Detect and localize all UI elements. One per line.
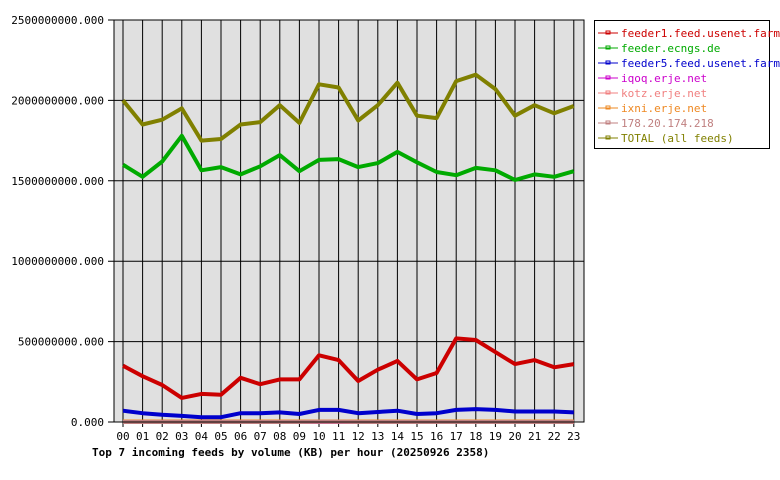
- y-tick-label: 2000000000.000: [11, 94, 104, 107]
- legend-item: iqoq.erje.net: [598, 72, 707, 85]
- x-tick-label: 00: [116, 430, 129, 443]
- x-tick-label: 02: [156, 430, 169, 443]
- legend-box: [594, 20, 770, 149]
- y-tick-label: 1500000000.000: [11, 175, 104, 188]
- legend-label: feeder1.feed.usenet.farm: [621, 27, 780, 40]
- legend-item: TOTAL (all feeds): [598, 132, 734, 145]
- x-tick-label: 16: [430, 430, 443, 443]
- legend-label: kotz.erje.net: [621, 87, 707, 100]
- legend: feeder1.feed.usenet.farm feeder.ecngs.de f…: [594, 20, 780, 149]
- x-tick-label: 11: [332, 430, 345, 443]
- x-tick-label: 06: [234, 430, 247, 443]
- chart-title: Top 7 incoming feeds by volume (KB) per …: [92, 446, 489, 459]
- x-tick-label: 05: [214, 430, 227, 443]
- x-tick-label: 10: [312, 430, 325, 443]
- legend-item: feeder5.feed.usenet.farm: [598, 57, 780, 70]
- x-tick-label: 20: [508, 430, 521, 443]
- y-tick-label: 0.000: [71, 416, 104, 429]
- legend-label: feeder.ecngs.de: [621, 42, 720, 55]
- x-tick-label: 04: [195, 430, 209, 443]
- legend-label: ixni.erje.net: [621, 102, 707, 115]
- legend-label: 178.20.174.218: [621, 117, 714, 130]
- legend-item: ixni.erje.net: [598, 102, 707, 115]
- plot-border: [113, 19, 585, 423]
- x-tick-label: 21: [528, 430, 541, 443]
- x-tick-label: 01: [136, 430, 149, 443]
- x-tick-label: 15: [410, 430, 423, 443]
- x-tick-label: 18: [469, 430, 482, 443]
- x-tick-label: 17: [450, 430, 463, 443]
- legend-item: kotz.erje.net: [598, 87, 707, 100]
- x-tick-label: 09: [293, 430, 306, 443]
- series-line: [121, 133, 575, 182]
- y-tick-label: 1000000000.000: [11, 255, 104, 268]
- x-tick-label: 08: [273, 430, 286, 443]
- x-tick-label: 14: [391, 430, 405, 443]
- legend-item: 178.20.174.218: [598, 117, 714, 130]
- y-tick-label: 500000000.000: [18, 336, 104, 349]
- legend-label: TOTAL (all feeds): [621, 132, 734, 145]
- legend-item: feeder.ecngs.de: [598, 42, 720, 55]
- series-line: [122, 407, 574, 420]
- x-tick-label: 07: [254, 430, 267, 443]
- x-tick-label: 19: [489, 430, 502, 443]
- x-tick-label: 23: [567, 430, 580, 443]
- x-axis-ticks: 00 01 02 03 04 05 06 07 08 09 10 11 12 13 14 15 16 17 18 19…: [116, 422, 580, 443]
- legend-label: iqoq.erje.net: [621, 72, 707, 85]
- series-line: [121, 72, 575, 143]
- y-tick-label: 2500000000.000: [11, 14, 104, 27]
- x-tick-label: 12: [352, 430, 365, 443]
- x-tick-label: 13: [371, 430, 384, 443]
- y-axis-ticks: 0.000 500000000.000 1000000000.000 15000000…: [11, 14, 104, 429]
- series-line: [122, 336, 575, 400]
- x-tick-label: 22: [548, 430, 561, 443]
- plot-area: [114, 20, 584, 422]
- legend-item: feeder1.feed.usenet.farm: [598, 27, 780, 40]
- x-tick-label: 03: [175, 430, 188, 443]
- legend-label: feeder5.feed.usenet.farm: [621, 57, 780, 70]
